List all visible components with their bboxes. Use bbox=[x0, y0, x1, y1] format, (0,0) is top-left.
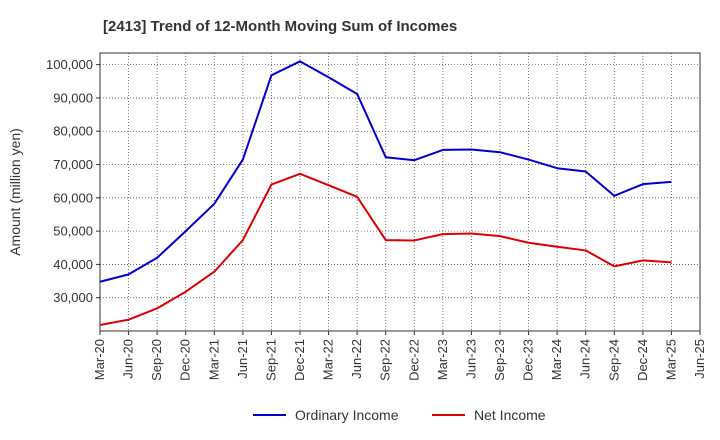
x-tick-label: Jun-20 bbox=[121, 339, 136, 379]
x-tick-label: Mar-21 bbox=[206, 339, 221, 380]
x-tick-label: Dec-23 bbox=[521, 339, 536, 381]
x-tick-label: Mar-20 bbox=[92, 339, 107, 380]
plot-area bbox=[99, 52, 701, 332]
x-tick-label: Jun-22 bbox=[349, 339, 364, 379]
x-tick-label: Jun-24 bbox=[578, 339, 593, 379]
x-tick-label: Sep-23 bbox=[492, 339, 507, 381]
grid bbox=[100, 53, 700, 331]
y-tick-label: 90,000 bbox=[53, 90, 93, 105]
x-axis: Mar-20 Jun-20 Sep-20 Dec-20 Mar-21 Jun-21 Sep-… bbox=[92, 331, 707, 381]
x-tick-label: Mar-24 bbox=[549, 339, 564, 380]
x-tick-label: Sep-20 bbox=[149, 339, 164, 381]
chart-title: [2413] Trend of 12-Month Moving Sum of I… bbox=[103, 18, 457, 35]
series-line-ordinary-income bbox=[99, 60, 672, 283]
y-axis: 30,000 40,000 50,000 60,000 70,000 80,000 90,0… bbox=[46, 57, 100, 305]
x-tick-label: Jun-25 bbox=[692, 339, 707, 379]
y-tick-label: 70,000 bbox=[53, 157, 93, 172]
series-line-net-income bbox=[99, 172, 672, 326]
x-tick-label: Mar-22 bbox=[321, 339, 336, 380]
x-tick-label: Dec-24 bbox=[635, 339, 650, 381]
x-tick-label: Dec-21 bbox=[292, 339, 307, 381]
x-tick-label: Sep-21 bbox=[263, 339, 278, 381]
legend-label: Net Income bbox=[474, 407, 546, 423]
x-tick-label: Sep-24 bbox=[606, 339, 621, 381]
y-tick-label: 30,000 bbox=[53, 290, 93, 305]
y-tick-label: 100,000 bbox=[46, 57, 93, 72]
legend: Ordinary Income Net Income bbox=[253, 407, 546, 423]
x-tick-label: Mar-25 bbox=[663, 339, 678, 380]
y-tick-label: 50,000 bbox=[53, 224, 93, 239]
y-tick-label: 40,000 bbox=[53, 257, 93, 272]
y-tick-label: 60,000 bbox=[53, 190, 93, 205]
x-tick-label: Mar-23 bbox=[435, 339, 450, 380]
x-tick-label: Sep-22 bbox=[378, 339, 393, 381]
x-tick-label: Jun-21 bbox=[235, 339, 250, 379]
legend-label: Ordinary Income bbox=[295, 407, 399, 423]
y-axis-label: Amount (million yen) bbox=[7, 128, 23, 256]
series-lines bbox=[99, 60, 672, 326]
x-tick-label: Dec-20 bbox=[178, 339, 193, 381]
x-tick-label: Dec-22 bbox=[406, 339, 421, 381]
x-tick-label: Jun-23 bbox=[463, 339, 478, 379]
y-tick-label: 80,000 bbox=[53, 124, 93, 139]
